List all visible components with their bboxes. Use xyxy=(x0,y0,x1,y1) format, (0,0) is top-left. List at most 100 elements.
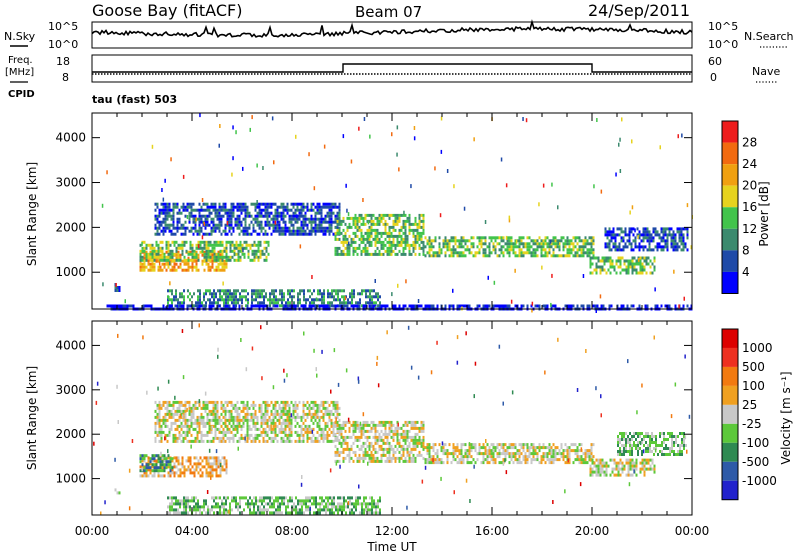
power-cell xyxy=(219,262,222,266)
power-cell xyxy=(243,252,246,256)
velocity-cell xyxy=(288,421,291,425)
power-cell xyxy=(164,214,167,218)
power-cell xyxy=(244,232,247,236)
power-cell xyxy=(498,236,501,240)
velocity-cell xyxy=(212,400,215,404)
power-cell xyxy=(177,258,180,262)
power-cell xyxy=(263,258,266,262)
power-cell xyxy=(219,249,222,253)
power-cell xyxy=(223,289,225,293)
power-cell xyxy=(171,265,174,269)
velocity-cell xyxy=(236,430,239,434)
power-cell xyxy=(672,248,675,252)
power-cell xyxy=(614,245,617,249)
velocity-cell xyxy=(195,456,198,460)
power-cell xyxy=(328,232,331,236)
power-cell xyxy=(338,216,341,220)
power-cell xyxy=(310,223,313,227)
power-cell xyxy=(260,214,263,218)
power-cell xyxy=(177,265,180,269)
power-cell xyxy=(235,243,238,247)
power-cell xyxy=(627,271,630,275)
power-cell xyxy=(213,298,215,302)
velocity-cell xyxy=(212,439,215,443)
power-cell xyxy=(382,252,385,256)
power-cell xyxy=(568,248,571,252)
velocity-cell xyxy=(308,430,311,434)
velocity-cell xyxy=(280,439,283,443)
power-cell xyxy=(225,249,228,253)
power-cell xyxy=(460,242,463,246)
power-cell xyxy=(274,229,277,233)
power-cell xyxy=(240,208,243,212)
velocity-cell xyxy=(398,459,401,463)
velocity-cell xyxy=(162,421,165,425)
velocity-cell xyxy=(454,446,457,450)
power-cell xyxy=(327,295,329,299)
velocity-cell xyxy=(216,400,219,404)
power-cell xyxy=(460,254,463,258)
power-scatter-cell xyxy=(299,244,302,249)
power-cell xyxy=(686,236,689,240)
power-cell xyxy=(215,295,217,299)
power-cell xyxy=(500,304,503,308)
power-cell xyxy=(428,251,431,255)
power-cell xyxy=(386,234,389,238)
velocity-cell xyxy=(372,453,375,457)
power-cell xyxy=(436,254,439,258)
power-cell xyxy=(200,220,203,224)
velocity-cell xyxy=(346,444,349,448)
power-colorbar-frame xyxy=(721,120,739,294)
power-cell xyxy=(337,298,339,302)
power-cell xyxy=(166,211,169,215)
velocity-cell xyxy=(426,443,429,447)
power-cell xyxy=(160,220,163,224)
power-cell xyxy=(346,240,349,244)
power-cell xyxy=(300,232,303,236)
velocity-cell xyxy=(158,433,161,437)
velocity-cell xyxy=(184,403,187,407)
power-cell xyxy=(348,216,351,220)
power-cell xyxy=(542,248,545,252)
power-cell xyxy=(524,245,527,249)
velocity-cell xyxy=(302,415,305,419)
power-cell xyxy=(260,202,263,206)
power-cell xyxy=(224,202,227,206)
velocity-cell xyxy=(205,471,208,475)
power-cell xyxy=(296,202,299,206)
power-cell xyxy=(149,250,152,254)
power-cell xyxy=(205,240,208,244)
velocity-cell xyxy=(356,444,359,448)
velocity-cell xyxy=(185,468,188,472)
velocity-cell xyxy=(272,424,275,428)
velocity-cell xyxy=(362,426,365,430)
power-cell xyxy=(366,249,369,253)
power-cell xyxy=(454,248,457,252)
velocity-cell xyxy=(290,430,293,434)
velocity-cell xyxy=(350,423,353,427)
velocity-cell xyxy=(264,421,267,425)
power-scatter-cell xyxy=(398,167,400,172)
velocity-cell xyxy=(442,452,445,456)
velocity-cell xyxy=(167,456,170,460)
power-scatter-cell xyxy=(525,118,528,123)
power-cell xyxy=(158,208,161,212)
velocity-cell xyxy=(199,462,202,466)
power-cell xyxy=(680,239,683,243)
velocity-cell xyxy=(266,424,269,428)
velocity-cell xyxy=(232,406,235,410)
power-cell xyxy=(238,205,241,209)
power-cell xyxy=(470,245,473,249)
velocity-cell xyxy=(422,441,425,445)
velocity-cell xyxy=(181,462,184,466)
velocity-cell xyxy=(374,447,377,451)
power-cell xyxy=(340,222,343,226)
velocity-cell xyxy=(336,438,339,442)
velocity-cell xyxy=(211,474,214,478)
power-cell xyxy=(171,268,174,272)
power-cell xyxy=(208,223,211,227)
power-cell xyxy=(416,222,419,226)
velocity-cell xyxy=(356,459,359,463)
power-cell xyxy=(277,301,279,305)
power-cell xyxy=(552,239,555,243)
